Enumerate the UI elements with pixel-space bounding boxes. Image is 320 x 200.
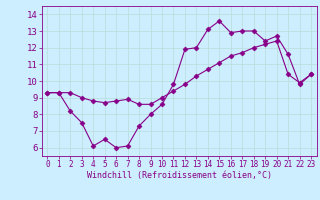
X-axis label: Windchill (Refroidissement éolien,°C): Windchill (Refroidissement éolien,°C) [87,171,272,180]
